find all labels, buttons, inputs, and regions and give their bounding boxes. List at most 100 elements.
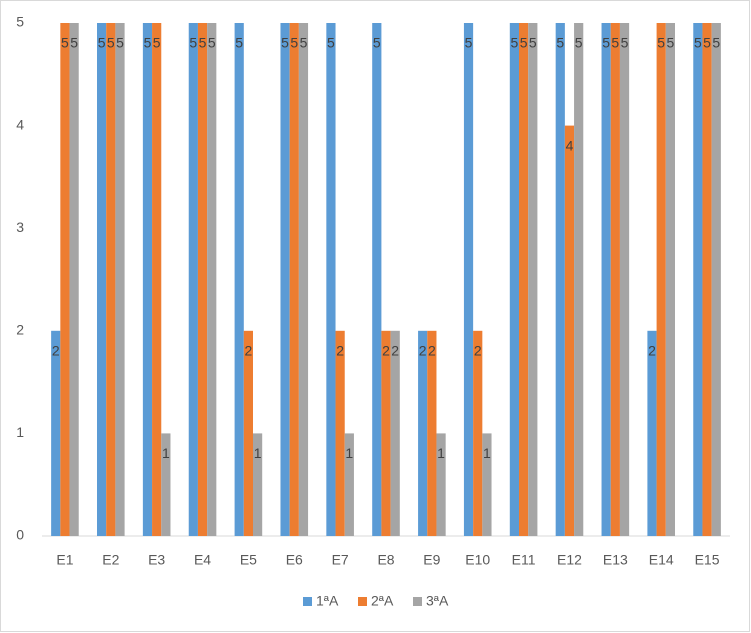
data-label: 5 bbox=[657, 35, 665, 51]
bar bbox=[509, 23, 519, 536]
bar bbox=[528, 23, 538, 536]
x-tick-label: E2 bbox=[102, 552, 119, 568]
data-label: 5 bbox=[703, 35, 711, 51]
bar bbox=[280, 23, 290, 536]
legend-label: 1ªA bbox=[316, 593, 339, 609]
data-label: 5 bbox=[529, 35, 537, 51]
data-label: 1 bbox=[254, 445, 262, 461]
bar bbox=[702, 23, 712, 536]
y-tick-label: 4 bbox=[16, 116, 24, 132]
x-tick-label: E9 bbox=[423, 552, 440, 568]
data-label: 2 bbox=[648, 343, 656, 359]
data-label: 2 bbox=[419, 343, 427, 359]
bar bbox=[436, 433, 446, 536]
data-label: 1 bbox=[345, 445, 353, 461]
x-tick-label: E14 bbox=[649, 552, 674, 568]
bar bbox=[482, 433, 492, 536]
bar bbox=[555, 23, 565, 536]
bar bbox=[197, 23, 208, 536]
bar bbox=[142, 23, 153, 536]
bar bbox=[656, 23, 666, 536]
data-label: 2 bbox=[382, 343, 390, 359]
data-label: 5 bbox=[107, 35, 115, 51]
data-label: 5 bbox=[694, 35, 702, 51]
bar bbox=[326, 23, 336, 536]
bar bbox=[335, 330, 345, 536]
data-label: 2 bbox=[336, 343, 344, 359]
data-label: 2 bbox=[245, 343, 253, 359]
data-label: 5 bbox=[611, 35, 619, 51]
data-label: 5 bbox=[153, 35, 161, 51]
bar bbox=[601, 23, 611, 536]
data-label: 5 bbox=[602, 35, 610, 51]
data-label: 5 bbox=[235, 35, 243, 51]
bar bbox=[372, 23, 382, 536]
y-tick-label: 3 bbox=[16, 219, 24, 235]
data-label: 5 bbox=[189, 35, 197, 51]
bar bbox=[161, 433, 171, 536]
y-tick-label: 1 bbox=[16, 424, 24, 440]
x-tick-label: E13 bbox=[603, 552, 628, 568]
data-label: 4 bbox=[566, 137, 574, 153]
x-tick-label: E15 bbox=[695, 552, 720, 568]
data-label: 5 bbox=[667, 35, 675, 51]
data-label: 5 bbox=[300, 35, 308, 51]
data-label: 1 bbox=[437, 445, 445, 461]
data-label: 5 bbox=[281, 35, 289, 51]
bar bbox=[106, 23, 116, 536]
bar bbox=[188, 23, 198, 536]
bar bbox=[427, 330, 437, 536]
bar bbox=[69, 23, 79, 536]
x-tick-label: E5 bbox=[240, 552, 257, 568]
data-label: 5 bbox=[465, 35, 473, 51]
data-label: 5 bbox=[556, 35, 564, 51]
x-tick-label: E10 bbox=[465, 552, 490, 568]
y-tick-label: 5 bbox=[16, 14, 24, 30]
data-label: 5 bbox=[575, 35, 583, 51]
x-tick-label: E11 bbox=[512, 552, 536, 568]
bar bbox=[344, 433, 354, 536]
x-tick-label: E6 bbox=[286, 552, 303, 568]
bar bbox=[647, 330, 657, 536]
bar bbox=[51, 330, 61, 536]
bar bbox=[253, 433, 263, 536]
data-label: 5 bbox=[290, 35, 298, 51]
y-tick-label: 2 bbox=[16, 322, 24, 338]
bar bbox=[463, 23, 474, 536]
bar bbox=[298, 23, 309, 536]
data-label: 5 bbox=[327, 35, 335, 51]
bar bbox=[152, 23, 162, 536]
bar bbox=[381, 330, 391, 536]
bar bbox=[665, 23, 675, 536]
data-label: 5 bbox=[373, 35, 381, 51]
legend-label: 2ªA bbox=[371, 593, 394, 609]
legend-swatch bbox=[303, 597, 312, 606]
bar bbox=[60, 23, 70, 536]
data-label: 5 bbox=[199, 35, 207, 51]
bar bbox=[473, 330, 483, 536]
bar bbox=[711, 23, 721, 536]
data-label: 5 bbox=[511, 35, 519, 51]
bar bbox=[574, 23, 584, 536]
bar bbox=[519, 23, 529, 536]
bar bbox=[610, 23, 620, 536]
data-label: 1 bbox=[483, 445, 491, 461]
bar bbox=[564, 125, 575, 536]
x-tick-label: E8 bbox=[377, 552, 394, 568]
x-tick-label: E3 bbox=[148, 552, 165, 568]
data-label: 5 bbox=[144, 35, 152, 51]
data-label: 5 bbox=[621, 35, 629, 51]
bar bbox=[243, 330, 253, 536]
x-tick-label: E4 bbox=[194, 552, 211, 568]
bar bbox=[115, 23, 125, 536]
data-label: 5 bbox=[208, 35, 216, 51]
data-label: 1 bbox=[162, 445, 170, 461]
data-label: 5 bbox=[712, 35, 720, 51]
data-label: 2 bbox=[391, 343, 399, 359]
data-label: 2 bbox=[474, 343, 482, 359]
legend-swatch bbox=[413, 597, 422, 606]
bar bbox=[693, 23, 703, 536]
legend-swatch bbox=[358, 597, 367, 606]
bar bbox=[289, 23, 299, 536]
